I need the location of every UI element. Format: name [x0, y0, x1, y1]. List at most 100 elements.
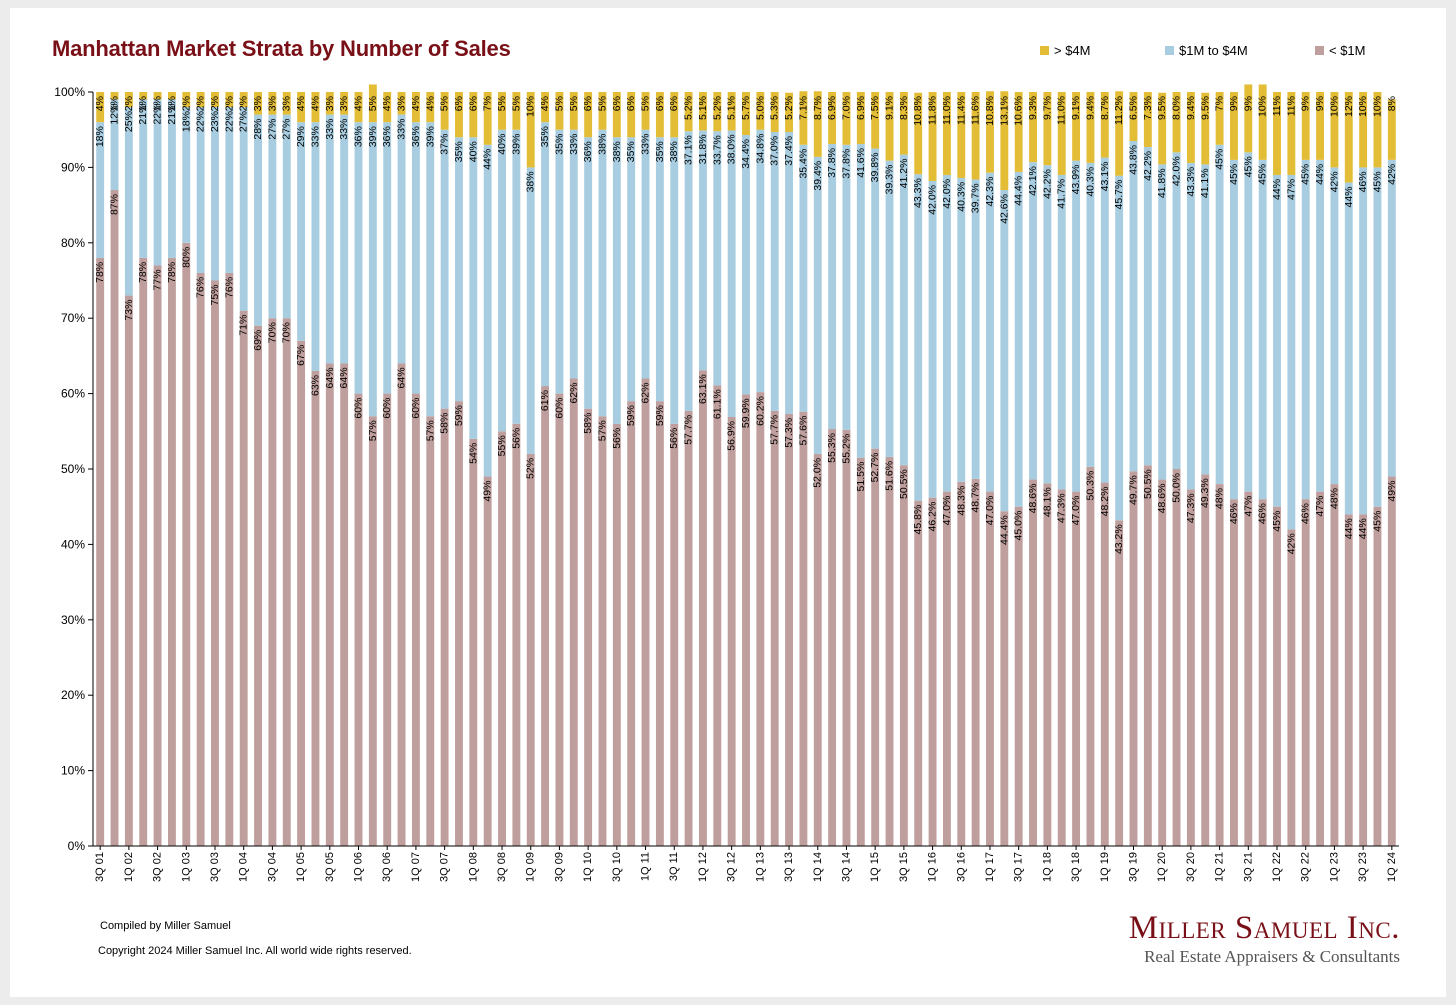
bar-segment-under-1m — [1387, 476, 1396, 846]
data-label-1m-to-4m: 39% — [424, 126, 436, 147]
data-label-1m-to-4m: 33% — [338, 119, 350, 140]
data-label-over-4m: 5% — [640, 96, 652, 111]
data-label-under-1m: 48.6% — [1027, 484, 1039, 514]
data-label-1m-to-4m: 36% — [582, 141, 594, 162]
data-label-1m-to-4m: 45.7% — [1113, 180, 1125, 210]
bar-segment-under-1m — [785, 413, 794, 846]
data-label-1m-to-4m: 42.2% — [1041, 169, 1053, 199]
bar-segment-under-1m — [268, 318, 277, 846]
y-axis-tick-label: 80% — [61, 236, 85, 250]
bar-segment-1m-to-4m — [411, 122, 420, 394]
bar-segment-over-4m — [1158, 92, 1167, 165]
data-label-over-4m: 10.8% — [912, 96, 924, 126]
data-label-1m-to-4m: 45% — [1242, 156, 1254, 177]
bar-segment-1m-to-4m — [311, 122, 320, 371]
data-label-1m-to-4m: 33% — [324, 119, 336, 140]
data-label-under-1m: 60% — [410, 398, 422, 419]
data-label-under-1m: 70% — [266, 322, 278, 343]
data-label-under-1m: 58% — [439, 413, 451, 434]
x-axis-tick-label: 3Q 12 — [726, 852, 738, 882]
bar-segment-over-4m — [627, 92, 636, 138]
data-label-under-1m: 49% — [482, 481, 494, 502]
data-label-under-1m: 60.2% — [754, 396, 766, 426]
data-label-1m-to-4m: 43.9% — [1070, 165, 1082, 195]
bar-segment-over-4m — [182, 92, 191, 108]
bar-segment-1m-to-4m — [885, 160, 894, 457]
bar-segment-under-1m — [124, 295, 133, 847]
bar-segment-1m-to-4m — [1115, 175, 1124, 521]
bar-segment-under-1m — [211, 280, 219, 846]
x-axis-tick-label: 3Q 20 — [1185, 852, 1197, 882]
bar-segment-over-4m — [1316, 92, 1325, 160]
data-label-1m-to-4m: 37.8% — [826, 148, 838, 178]
data-label-under-1m: 48.7% — [970, 483, 982, 513]
data-label-over-4m: 5.0% — [754, 96, 766, 120]
data-label-1m-to-4m: 33% — [640, 134, 652, 155]
bar-segment-under-1m — [354, 393, 363, 846]
x-axis-tick-label: 1Q 18 — [1041, 852, 1053, 882]
bar-segment-under-1m — [1244, 491, 1253, 846]
data-label-1m-to-4m: 40% — [496, 134, 508, 155]
bar-segment-under-1m — [440, 408, 449, 846]
data-label-1m-to-4m: 40% — [467, 141, 479, 162]
bar-segment-under-1m — [483, 476, 492, 846]
bar-segment-over-4m — [1014, 92, 1023, 172]
data-label-1m-to-4m: 22% — [223, 111, 235, 132]
data-label-1m-to-4m: 45% — [1371, 171, 1383, 192]
data-label-1m-to-4m: 21% — [137, 104, 149, 125]
bar-segment-1m-to-4m — [1330, 167, 1339, 485]
bar-segment-over-4m — [340, 92, 349, 115]
data-label-1m-to-4m: 42.2% — [1142, 151, 1154, 181]
bar-segment-over-4m — [914, 92, 923, 175]
data-label-over-4m: 9% — [1314, 96, 1326, 111]
bar-segment-over-4m — [469, 92, 478, 138]
data-label-over-4m: 10% — [1328, 96, 1340, 117]
bar-segment-over-4m — [225, 92, 234, 108]
bar-segment-over-4m — [397, 92, 406, 115]
data-label-under-1m: 49.3% — [1199, 478, 1211, 508]
bar-segment-under-1m — [1273, 506, 1281, 846]
bar-segment-over-4m — [1143, 92, 1152, 148]
bar-segment-1m-to-4m — [325, 114, 334, 364]
data-label-over-4m: 7% — [1214, 96, 1226, 111]
bar-segment-under-1m — [598, 416, 607, 846]
x-axis-tick-label: 1Q 12 — [697, 852, 709, 882]
data-label-over-4m: 5.3% — [769, 96, 781, 120]
bar-segment-over-4m — [670, 92, 679, 138]
data-label-1m-to-4m: 18% — [180, 111, 192, 132]
data-label-under-1m: 56% — [510, 428, 522, 449]
bar-segment-1m-to-4m — [383, 122, 392, 394]
x-axis-tick-label: 1Q 04 — [238, 852, 250, 882]
bar-segment-under-1m — [1115, 520, 1124, 846]
x-axis-tick-label: 3Q 08 — [496, 852, 508, 882]
x-axis-tick-label: 1Q 23 — [1328, 852, 1340, 882]
data-label-1m-to-4m: 37.4% — [783, 136, 795, 166]
x-axis-tick-label: 1Q 09 — [525, 852, 537, 882]
data-label-1m-to-4m: 35% — [539, 126, 551, 147]
data-label-1m-to-4m: 41.8% — [1156, 168, 1168, 198]
bar-segment-1m-to-4m — [239, 107, 248, 311]
data-label-1m-to-4m: 38% — [525, 171, 537, 192]
data-label-1m-to-4m: 34.4% — [740, 139, 752, 169]
data-label-1m-to-4m: 39.8% — [869, 153, 881, 183]
chart-title: Manhattan Market Strata by Number of Sal… — [52, 36, 511, 61]
bar-segment-over-4m — [1215, 92, 1224, 145]
x-axis-tick-label: 3Q 05 — [324, 852, 336, 882]
data-label-1m-to-4m: 44.4% — [1013, 176, 1025, 206]
bar-segment-1m-to-4m — [254, 114, 262, 326]
data-label-under-1m: 57% — [367, 420, 379, 441]
data-label-over-4m: 5.1% — [697, 96, 709, 120]
data-label-over-4m: 11.0% — [1056, 96, 1068, 125]
bar-segment-under-1m — [942, 491, 951, 846]
x-axis-tick-label: 1Q 24 — [1386, 852, 1398, 882]
bar-segment-over-4m — [297, 92, 306, 123]
bar-segment-1m-to-4m — [196, 107, 205, 273]
bar-segment-under-1m — [397, 363, 406, 846]
bar-segment-under-1m — [957, 481, 966, 846]
bar-segment-over-4m — [110, 92, 119, 100]
bar-segment-over-4m — [254, 92, 262, 115]
data-label-1m-to-4m: 44% — [1314, 164, 1326, 185]
y-axis-tick-label: 90% — [61, 160, 85, 174]
data-label-over-4m: 5% — [510, 96, 522, 111]
